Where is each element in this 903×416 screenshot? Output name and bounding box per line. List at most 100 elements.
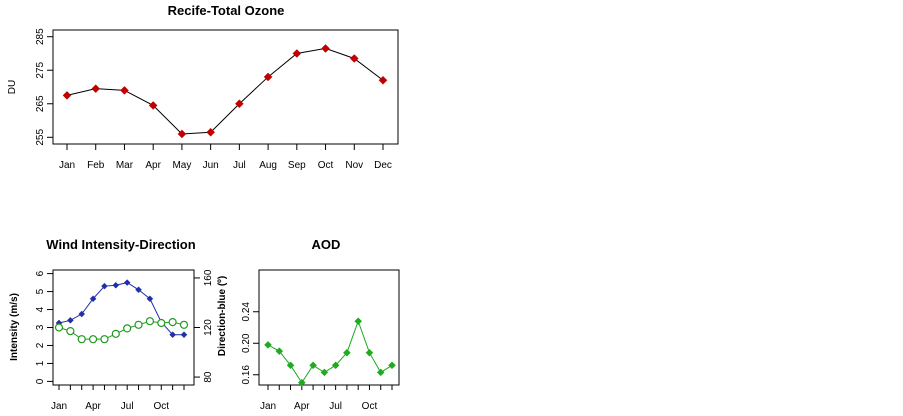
ozone-x-tick-label-8: Sep	[288, 160, 306, 171]
wind-series-0-point-2	[78, 310, 86, 318]
wind-series-1-point-4	[100, 335, 109, 344]
ozone-point-2	[120, 85, 129, 95]
ozone-point-3	[148, 101, 158, 110]
wind-series-0-line	[58, 282, 184, 336]
aod-x-tick-label-3: Oct	[362, 401, 378, 412]
wind-series-1-point-5	[111, 329, 120, 338]
ozone-panel: Recife-Total Ozone DU 255 265 275 285 Jan Fe…	[7, 3, 399, 171]
wind-series	[54, 279, 189, 344]
ozone-point-10	[349, 54, 359, 63]
wind-x-tick-label-0: Jan	[51, 401, 67, 412]
ozone-point-6	[235, 99, 244, 109]
aod-series	[264, 317, 396, 387]
ozone-x-tick-label-3: Apr	[145, 160, 161, 171]
ozone-x-tick-label-5: Jun	[203, 160, 219, 171]
wind-y-tick-label-0: 0	[35, 378, 46, 384]
aod-point-10	[376, 368, 385, 377]
aod-point-3	[297, 378, 306, 387]
ozone-x-tick-label-4: May	[172, 160, 191, 171]
wind-y2-tick-label-1: 120	[203, 319, 214, 336]
aod-y-tick-label-2: 0.24	[241, 302, 252, 322]
aod-point-5	[320, 368, 329, 377]
aod-x-axis: Jan Apr Jul Oct	[260, 385, 393, 412]
aod-title: AOD	[312, 237, 341, 252]
wind-series-1-point-1	[66, 326, 75, 336]
ozone-point-1	[91, 84, 101, 94]
ozone-point-11	[378, 75, 388, 85]
ozone-point-5	[206, 127, 215, 137]
wind-series-0-point-6	[123, 279, 131, 286]
wind-y-tick-label-3: 3	[35, 324, 46, 330]
ozone-x-axis: Jan Feb Mar Apr May Jun Jul Aug Sep Oct Nov Dec	[59, 144, 392, 171]
wind-x-tick-label-1: Apr	[85, 401, 101, 412]
aod-x-tick-label-2: Jul	[329, 401, 342, 412]
ozone-x-tick-label-6: Jul	[233, 160, 246, 171]
aod-x-tick-label-1: Apr	[294, 401, 310, 412]
aod-y-axis: 0.16 0.20 0.24	[241, 302, 260, 385]
aod-point-1	[275, 347, 284, 355]
wind-series-1-point-10	[168, 318, 177, 327]
ozone-point-7	[263, 72, 273, 82]
ozone-plot-frame	[52, 29, 399, 145]
wind-series-1-point-6	[123, 324, 132, 333]
wind-series-1-point-11	[179, 320, 189, 329]
ozone-line	[66, 47, 384, 135]
wind-title: Wind Intensity-Direction	[46, 237, 195, 252]
wind-y-axis: 0 1 2 3 4 5 6	[35, 270, 54, 384]
ozone-y-axis: 255 265 275 285	[35, 28, 54, 146]
wind-series-1-point-3	[88, 335, 98, 344]
wind-y2-tick-label-0: 80	[203, 371, 214, 383]
wind-series-1-point-9	[157, 318, 166, 328]
wind-y2-axis: 80 120 160	[193, 269, 214, 383]
ozone-x-tick-label-1: Feb	[87, 160, 105, 171]
aod-y-tick-label-1: 0.20	[241, 333, 252, 353]
aod-panel: AOD 0.16 0.20 0.24 Jan Apr Jul Oct	[241, 237, 400, 412]
ozone-x-tick-label-2: Mar	[116, 160, 134, 171]
wind-x-tick-label-3: Oct	[153, 401, 169, 412]
wind-series-0-point-3	[89, 295, 97, 303]
aod-point-9	[365, 348, 374, 357]
ozone-y-tick-label-0: 255	[35, 129, 46, 146]
aod-point-0	[264, 340, 272, 349]
wind-y-tick-label-6: 6	[35, 270, 46, 276]
aod-point-7	[343, 348, 351, 357]
ozone-point-0	[62, 91, 72, 100]
wind-y2-axis-label: Direction-blue (º)	[217, 276, 228, 356]
ozone-series	[62, 44, 388, 139]
ozone-point-8	[292, 49, 302, 58]
aod-x-tick-label-0: Jan	[260, 401, 276, 412]
ozone-title: Recife-Total Ozone	[168, 3, 285, 18]
ozone-y-tick-label-2: 275	[35, 61, 46, 78]
aod-y-tick-label-0: 0.16	[241, 365, 252, 385]
wind-series-0-point-10	[169, 331, 176, 339]
ozone-x-tick-label-0: Jan	[59, 160, 75, 171]
aod-point-6	[331, 361, 340, 370]
wind-x-tick-label-2: Jul	[121, 401, 134, 412]
aod-point-2	[286, 361, 295, 370]
ozone-y-tick-label-1: 265	[35, 95, 46, 112]
wind-series-0-point-5	[112, 281, 120, 289]
wind-y-tick-label-4: 4	[35, 306, 46, 312]
ozone-x-tick-label-11: Dec	[374, 160, 392, 171]
ozone-x-tick-label-9: Oct	[318, 160, 334, 171]
wind-y-tick-label-2: 2	[35, 342, 46, 348]
ozone-y-axis-label: DU	[7, 80, 18, 94]
wind-y-tick-label-5: 5	[35, 288, 46, 294]
wind-y-tick-label-1: 1	[35, 360, 46, 366]
wind-y2-tick-label-2: 160	[203, 269, 214, 286]
wind-series-0-point-7	[135, 286, 142, 294]
aod-point-11	[388, 361, 396, 370]
wind-x-axis: Jan Apr Jul Oct	[51, 385, 185, 412]
wind-series-0-point-4	[101, 282, 108, 290]
wind-series-0-point-11	[180, 331, 188, 339]
ozone-x-tick-label-10: Nov	[345, 160, 363, 171]
ozone-point-9	[321, 44, 330, 53]
wind-series-0-point-1	[67, 316, 74, 324]
wind-series-1-point-8	[145, 317, 155, 326]
aod-point-8	[354, 317, 363, 326]
wind-series-1-point-2	[77, 335, 86, 344]
wind-series-1-point-7	[134, 320, 143, 329]
ozone-point-4	[177, 129, 187, 139]
aod-point-4	[309, 361, 317, 370]
